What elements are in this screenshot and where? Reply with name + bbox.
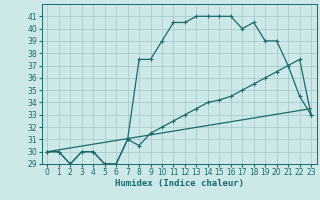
X-axis label: Humidex (Indice chaleur): Humidex (Indice chaleur) bbox=[115, 179, 244, 188]
